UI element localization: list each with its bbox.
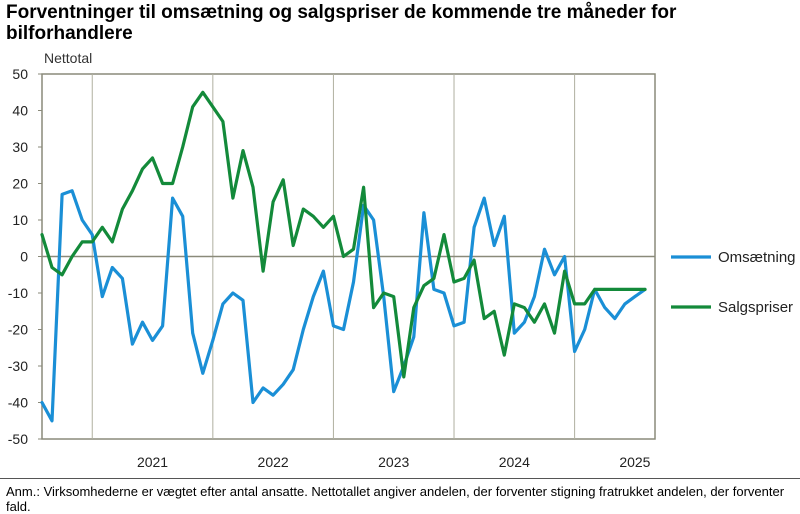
footnote: Anm.: Virksomhederne er vægtet efter ant… (6, 484, 785, 514)
series-line-1 (40, 189, 647, 423)
line-chart: 2021 2022 2023 2024 2025 50 40 30 20 10 0 -10 -20 -30… (8, 66, 796, 470)
y-axis-label: Nettotal (44, 50, 93, 66)
x-tick-label: 2022 (258, 454, 289, 470)
y-tick-label: 30 (12, 139, 28, 155)
legend-label-1: Omsætning (718, 249, 796, 266)
x-tick-label: 2024 (499, 454, 530, 470)
legend-label-2: Salgspriser (718, 299, 793, 316)
x-tick-label: 2023 (378, 454, 409, 470)
y-tick-label: -10 (8, 285, 28, 301)
y-tick-label: 50 (12, 66, 28, 82)
series-line-2 (40, 90, 647, 379)
y-tick-label: -40 (8, 395, 28, 411)
chart-title: Forventninger til omsætning og salgspris… (6, 2, 677, 44)
note-divider (0, 478, 800, 479)
y-tick-label: 20 (12, 176, 28, 192)
x-tick-label: 2021 (137, 454, 168, 470)
x-tick-label: 2025 (619, 454, 650, 470)
y-tick-label: -50 (8, 431, 28, 447)
y-tick-label: -20 (8, 322, 28, 338)
y-tick-label: 0 (20, 249, 28, 265)
y-tick-label: 10 (12, 212, 28, 228)
y-tick-label: 40 (12, 103, 28, 119)
y-tick-label: -30 (8, 358, 28, 374)
